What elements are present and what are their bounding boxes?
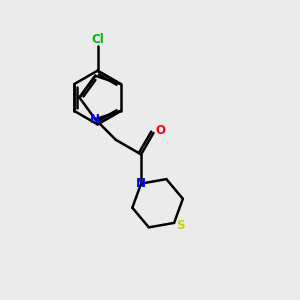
Text: S: S xyxy=(176,219,185,232)
Text: Cl: Cl xyxy=(91,33,104,46)
Text: N: N xyxy=(90,113,100,126)
Text: N: N xyxy=(136,177,146,190)
Text: O: O xyxy=(156,124,166,137)
